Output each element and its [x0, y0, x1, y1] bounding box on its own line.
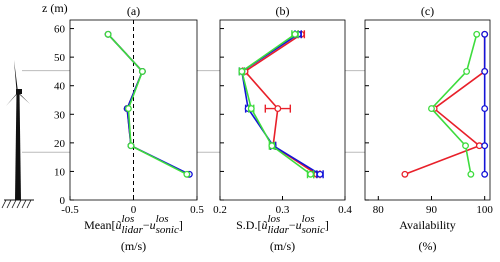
x-label-part: lidar: [267, 224, 289, 236]
data-point: [462, 142, 469, 150]
x-label-part: S.D.[: [236, 218, 261, 232]
y-tick-label: 30: [54, 109, 66, 121]
x-label-part: u: [150, 218, 156, 232]
data-point: [481, 170, 489, 178]
data-point: [316, 170, 324, 178]
panel-title: (b): [276, 4, 290, 18]
plot-frame: [69, 19, 198, 201]
data-point: [481, 30, 489, 38]
panel-title: (a): [127, 4, 140, 18]
x-label-part: sonic: [302, 224, 325, 236]
x-axis-unit: (m/s): [121, 239, 146, 253]
x-label-part: ũ: [261, 218, 267, 232]
data-point: [428, 105, 435, 113]
x-label-part: ]: [179, 218, 183, 232]
x-tick-label: -0.5: [61, 204, 79, 216]
x-label-part: los: [302, 213, 315, 225]
wind-turbine: [1, 60, 34, 209]
x-label-part: −: [289, 218, 296, 232]
y-tick-label: 60: [54, 24, 66, 36]
data-point: [401, 170, 409, 178]
data-point: [473, 30, 481, 38]
x-axis-unit: (m/s): [270, 239, 295, 253]
data-point: [467, 170, 475, 178]
data-point: [127, 142, 135, 150]
data-point: [183, 170, 191, 178]
data-point: [291, 30, 299, 38]
x-label-part: u: [296, 218, 302, 232]
x-label-part: ũ: [115, 218, 121, 232]
x-tick-label: 80: [373, 204, 385, 216]
data-point: [104, 30, 112, 38]
data-point: [307, 170, 315, 178]
x-axis-label: Availability: [399, 218, 455, 232]
x-label-part: Mean[: [84, 218, 115, 232]
x-label-part: sonic: [156, 224, 179, 236]
x-tick-label: 100: [476, 204, 493, 216]
plot-frame: [364, 19, 491, 201]
x-label-part: ]: [325, 218, 329, 232]
y-tick-label: 20: [54, 138, 66, 150]
y-tick-label: 50: [54, 52, 66, 64]
x-tick-label: 0.5: [190, 204, 204, 216]
data-point: [268, 142, 276, 150]
panel-title: (c): [421, 4, 434, 18]
y-tick-label: 10: [54, 166, 66, 178]
x-label-part: Availability: [399, 218, 455, 232]
data-point: [247, 105, 255, 113]
x-tick-label: 0.2: [213, 204, 227, 216]
x-tick-label: 0.3: [276, 204, 290, 216]
data-point: [481, 67, 489, 75]
x-label-part: los: [156, 213, 169, 225]
x-tick-label: 0.4: [338, 204, 352, 216]
x-tick-label: 0: [131, 204, 137, 216]
data-point: [463, 67, 471, 75]
data-point: [481, 105, 489, 113]
y-tick-label: 0: [60, 195, 66, 207]
data-point: [238, 67, 246, 75]
data-point: [124, 105, 132, 113]
data-point: [274, 105, 282, 113]
x-axis-unit: (%): [419, 239, 437, 253]
y-axis-label: z (m): [42, 1, 68, 15]
data-point: [481, 142, 489, 150]
data-point: [138, 67, 146, 75]
x-label-part: los: [121, 213, 134, 225]
x-label-part: lidar: [121, 224, 143, 236]
y-tick-label: 40: [54, 81, 66, 93]
x-tick-label: 90: [426, 204, 438, 216]
x-label-part: los: [267, 213, 280, 225]
plot-frame: [219, 19, 346, 201]
x-label-part: −: [143, 218, 150, 232]
